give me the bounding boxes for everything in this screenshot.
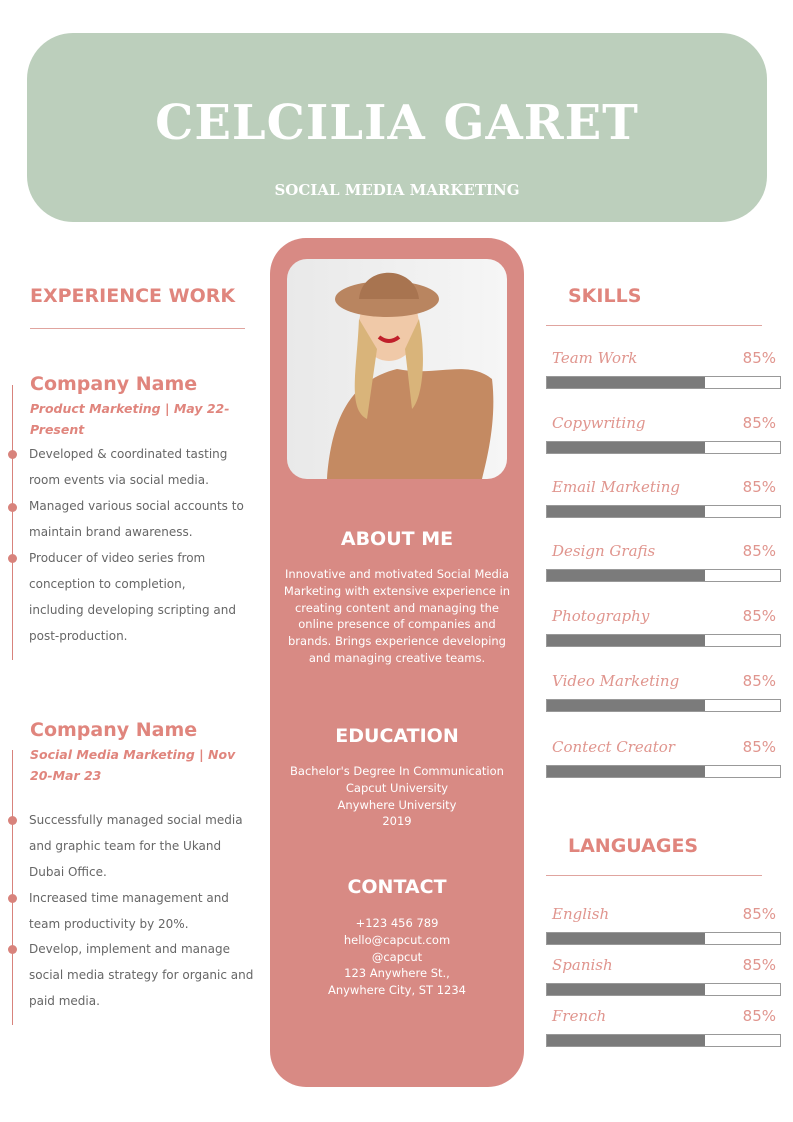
contact-city: Anywhere City, ST 1234 xyxy=(327,983,467,998)
languages-progress-fill xyxy=(547,984,706,995)
skills-progress-bar xyxy=(546,634,781,647)
skills-label: Copywriting xyxy=(552,414,646,432)
skills-percent: 85% xyxy=(742,672,776,690)
languages-heading: LANGUAGES xyxy=(568,835,699,857)
experience-heading: EXPERIENCE WORK xyxy=(30,285,236,307)
skills-progress-bar xyxy=(546,376,781,389)
skills-heading: SKILLS xyxy=(568,285,642,307)
skills-percent: 85% xyxy=(742,349,776,367)
bullet-text: Developed & coordinated tasting room eve… xyxy=(29,447,228,487)
bullet-dot-icon xyxy=(8,450,17,459)
timeline-line xyxy=(12,385,13,660)
skills-progress-fill xyxy=(547,506,706,517)
bullet-dot-icon xyxy=(8,894,17,903)
skills-label: Contect Creator xyxy=(552,738,675,756)
education-line: Anywhere University xyxy=(337,797,457,812)
skills-progress-fill xyxy=(547,442,706,453)
skills-progress-bar xyxy=(546,441,781,454)
contact-address: 123 Anywhere St., xyxy=(344,966,450,981)
languages-progress-fill xyxy=(547,1035,706,1046)
bullet-text: Successfully managed social media and gr… xyxy=(29,813,243,879)
contact-phone: +123 456 789 xyxy=(355,916,439,930)
job-subtitle: Social Media Marketing | Nov 20-Mar 23 xyxy=(30,747,236,783)
contact-details: +123 456 789 hello@capcut.com @capcut 12… xyxy=(280,915,514,999)
divider xyxy=(546,325,762,326)
bullet-text: Managed various social accounts to maint… xyxy=(29,499,244,539)
job-title: SOCIAL MEDIA MARKETING xyxy=(274,181,520,199)
bullet-text: Develop, implement and manage social med… xyxy=(29,942,254,1008)
bullet-dot-icon xyxy=(8,554,17,563)
center-panel: ABOUT ME Innovative and motivated Social… xyxy=(270,238,524,1087)
skills-label: Email Marketing xyxy=(552,478,681,496)
skills-progress-fill xyxy=(547,635,706,646)
skills-progress-bar xyxy=(546,765,781,778)
skills-progress-fill xyxy=(547,766,706,777)
bullet-text: Increased time management and team produ… xyxy=(29,891,229,931)
languages-percent: 85% xyxy=(742,1007,776,1025)
education-line: Bachelor's Degree In Communication xyxy=(290,764,504,778)
about-heading: ABOUT ME xyxy=(340,528,454,550)
skills-percent: 85% xyxy=(742,542,776,560)
bullet-dot-icon xyxy=(8,945,17,954)
person-name: CELCILIA GARET xyxy=(155,95,639,151)
skills-progress-bar xyxy=(546,505,781,518)
divider xyxy=(30,328,245,329)
languages-label: Spanish xyxy=(552,956,613,974)
header-banner: CELCILIA GARET SOCIAL MEDIA MARKETING xyxy=(27,33,767,222)
company-name: Company Name xyxy=(30,719,198,741)
skills-percent: 85% xyxy=(742,414,776,432)
timeline-line xyxy=(12,750,13,1025)
bullet-text: Producer of video series from conception… xyxy=(29,551,236,643)
languages-label: English xyxy=(552,905,610,923)
education-details: Bachelor's Degree In Communication Capcu… xyxy=(280,763,514,830)
bullet-dot-icon xyxy=(8,503,17,512)
bullet-dot-icon xyxy=(8,816,17,825)
skills-progress-fill xyxy=(547,700,706,711)
skills-label: Video Marketing xyxy=(552,672,680,690)
contact-heading: CONTACT xyxy=(347,876,447,898)
skills-label: Photography xyxy=(552,607,650,625)
languages-percent: 85% xyxy=(742,905,776,923)
languages-progress-bar xyxy=(546,983,781,996)
about-text: Innovative and motivated Social Media Ma… xyxy=(283,567,511,665)
languages-percent: 85% xyxy=(742,956,776,974)
contact-handle: @capcut xyxy=(371,949,423,964)
languages-progress-fill xyxy=(547,933,706,944)
languages-progress-bar xyxy=(546,1034,781,1047)
education-heading: EDUCATION xyxy=(335,725,459,747)
languages-progress-bar xyxy=(546,932,781,945)
skills-percent: 85% xyxy=(742,478,776,496)
divider xyxy=(546,875,762,876)
skills-label: Design Grafis xyxy=(552,542,656,560)
education-line: Capcut University xyxy=(345,780,449,795)
contact-email: hello@capcut.com xyxy=(343,932,451,947)
profile-photo xyxy=(287,259,507,479)
skills-progress-fill xyxy=(547,570,706,581)
skills-progress-fill xyxy=(547,377,706,388)
company-name: Company Name xyxy=(30,373,198,395)
education-line: 2019 xyxy=(382,814,412,829)
skills-percent: 85% xyxy=(742,738,776,756)
skills-progress-bar xyxy=(546,699,781,712)
languages-label: French xyxy=(552,1007,607,1025)
skills-label: Team Work xyxy=(552,349,638,367)
skills-progress-bar xyxy=(546,569,781,582)
skills-percent: 85% xyxy=(742,607,776,625)
job-subtitle: Product Marketing | May 22-Present xyxy=(30,401,230,437)
